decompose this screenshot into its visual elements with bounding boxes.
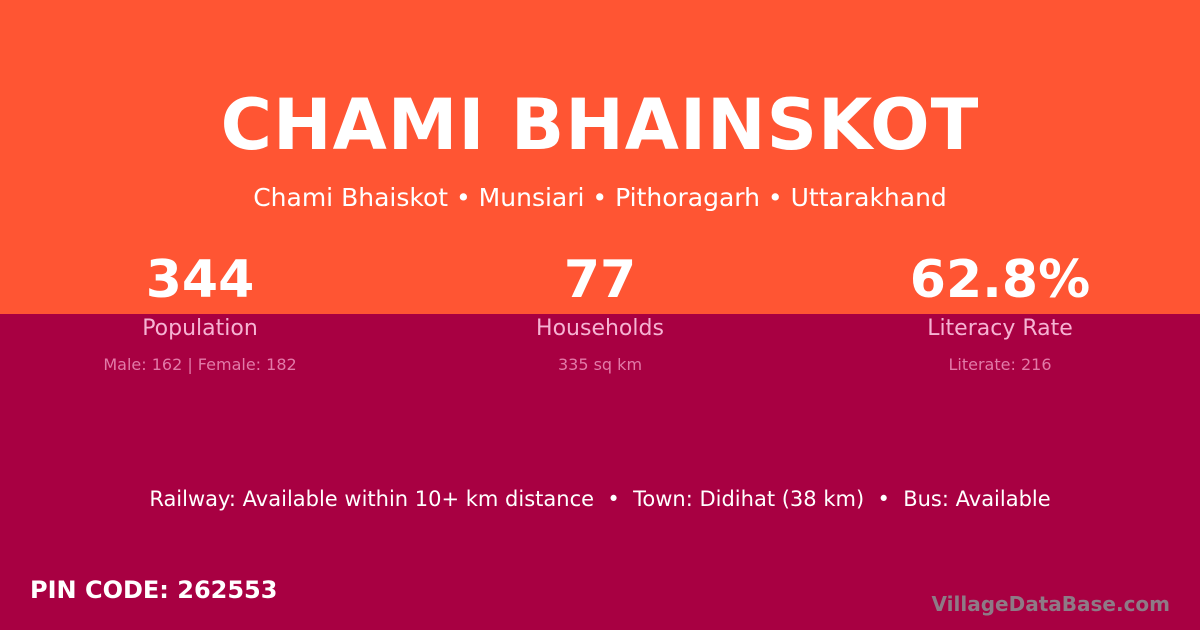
pin-code: PIN CODE: 262553 bbox=[30, 576, 278, 604]
stat-value: 344 bbox=[145, 250, 255, 310]
village-title: CHAMI BHAINSKOT bbox=[220, 84, 980, 166]
stat-detail: 335 sq km bbox=[557, 355, 643, 374]
connectivity-info: Railway: Available within 10+ km distanc… bbox=[149, 487, 1051, 511]
stat-households: 77 Households 335 sq km bbox=[400, 0, 800, 390]
stat-value: 77 bbox=[563, 250, 637, 310]
stat-literacy: 62.8% Literacy Rate Literate: 216 bbox=[800, 0, 1200, 390]
brand-watermark: VillageDataBase.com bbox=[931, 592, 1170, 616]
stat-label: Households bbox=[536, 316, 664, 341]
stat-detail: Male: 162 | Female: 182 bbox=[103, 355, 297, 374]
stat-label: Literacy Rate bbox=[927, 316, 1073, 341]
stat-detail: Literate: 216 bbox=[948, 355, 1052, 374]
stat-label: Population bbox=[142, 316, 258, 341]
location-breadcrumb: Chami Bhaiskot • Munsiari • Pithoragarh … bbox=[253, 183, 947, 212]
stat-value: 62.8% bbox=[909, 250, 1091, 310]
stat-population: 344 Population Male: 162 | Female: 182 bbox=[0, 0, 400, 390]
header-band bbox=[0, 0, 1200, 314]
